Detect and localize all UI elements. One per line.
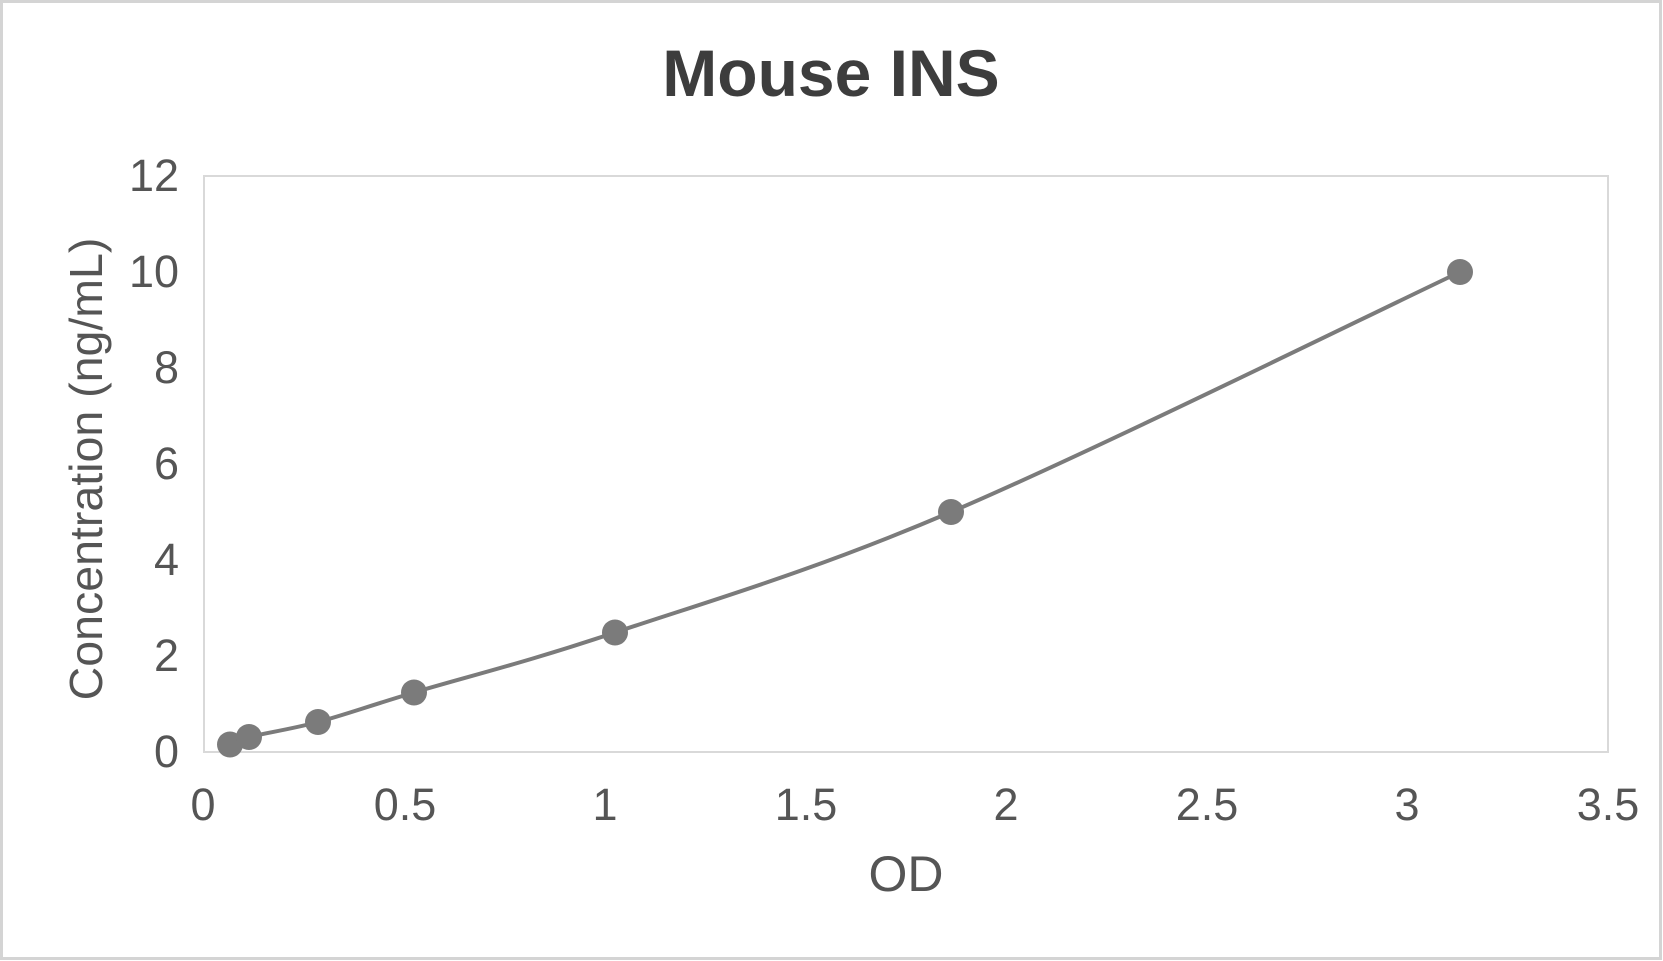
svg-text:4: 4 [154,534,179,585]
svg-text:0.5: 0.5 [374,779,437,830]
svg-text:2: 2 [154,630,179,681]
svg-text:OD: OD [869,846,944,902]
svg-text:2: 2 [993,779,1018,830]
svg-text:Mouse INS: Mouse INS [662,36,999,110]
svg-text:8: 8 [154,342,179,393]
svg-text:10: 10 [129,246,179,297]
svg-text:1: 1 [592,779,617,830]
svg-text:Concentration (ng/mL): Concentration (ng/mL) [60,238,112,701]
svg-text:12: 12 [129,150,179,201]
svg-text:0: 0 [190,779,215,830]
svg-text:3.5: 3.5 [1577,779,1640,830]
svg-text:6: 6 [154,438,179,489]
svg-text:3: 3 [1394,779,1419,830]
svg-text:0: 0 [154,726,179,777]
svg-text:1.5: 1.5 [775,779,838,830]
svg-text:2.5: 2.5 [1176,779,1239,830]
